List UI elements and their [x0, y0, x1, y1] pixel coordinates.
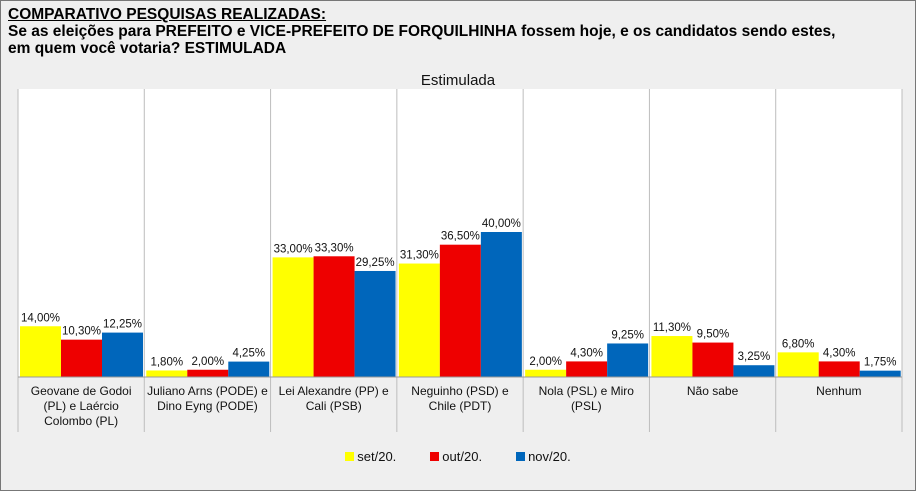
data-label: 4,30%	[823, 347, 856, 359]
legend-item-out: out/20.	[430, 449, 482, 464]
category-label: (PL) e Laércio	[43, 399, 119, 413]
category-label: Geovane de Godoi	[31, 384, 132, 398]
bar	[439, 244, 481, 377]
bar	[272, 257, 314, 377]
bar	[777, 352, 819, 377]
bar	[525, 369, 567, 377]
bar	[354, 270, 396, 377]
report-header: COMPARATIVO PESQUISAS REALIZADAS: Se as …	[8, 6, 908, 57]
category-label: Chile (PDT)	[429, 399, 492, 413]
legend-swatch-nov	[516, 452, 526, 461]
bar	[480, 232, 522, 377]
category-label: Juliano Arns (PODE) e	[147, 384, 268, 398]
bar	[146, 370, 188, 377]
bar	[313, 256, 355, 377]
data-label: 2,00%	[191, 356, 224, 368]
bar	[651, 336, 693, 377]
bar	[187, 369, 229, 377]
data-label: 36,50%	[441, 231, 480, 243]
data-label: 3,25%	[738, 351, 771, 363]
data-label: 33,00%	[274, 243, 313, 255]
chart-title: Estimulada	[420, 72, 496, 89]
data-label: 4,25%	[232, 348, 265, 360]
legend-label-set: set/20.	[357, 449, 397, 464]
legend-swatch-set	[345, 452, 355, 461]
legend-label-nov: nov/20.	[528, 449, 571, 464]
legend-label-out: out/20.	[442, 449, 483, 464]
survey-question: Se as eleições para PREFEITO e VICE-PREF…	[8, 23, 836, 57]
category-label: (PSL)	[571, 399, 602, 413]
bar	[733, 365, 775, 377]
category-label: Neguinho (PSD) e	[411, 384, 509, 398]
data-label: 40,00%	[482, 218, 521, 230]
data-label: 1,80%	[150, 356, 183, 368]
data-label: 1,75%	[864, 357, 897, 369]
data-label: 6,80%	[782, 338, 815, 350]
category-label: Lei Alexandre (PP) e	[279, 384, 389, 398]
bar	[61, 339, 102, 377]
bar	[818, 361, 860, 377]
bar	[228, 361, 270, 377]
data-label: 14,00%	[21, 312, 60, 324]
bar	[607, 343, 649, 377]
category-label: Não sabe	[687, 384, 739, 398]
data-label: 12,25%	[103, 319, 142, 331]
bar	[102, 332, 143, 377]
data-label: 10,30%	[62, 326, 101, 338]
legend-swatch-out	[430, 452, 440, 461]
data-label: 4,30%	[570, 347, 603, 359]
chart-legend: set/20. out/20. nov/20.	[0, 449, 916, 464]
bar	[398, 263, 440, 377]
category-label: Nola (PSL) e Miro	[539, 384, 635, 398]
data-label: 29,25%	[356, 257, 395, 269]
category-label: Colombo (PL)	[44, 414, 118, 428]
category-label: Cali (PSB)	[306, 399, 362, 413]
bar	[566, 361, 608, 377]
category-label: Nenhum	[816, 384, 861, 398]
data-label: 9,25%	[611, 329, 644, 341]
bar	[20, 326, 61, 377]
data-label: 33,30%	[315, 242, 354, 254]
data-label: 9,50%	[697, 329, 730, 341]
bar	[859, 370, 901, 377]
category-label: Dino Eyng (PODE)	[157, 399, 258, 413]
report-heading: COMPARATIVO PESQUISAS REALIZADAS:	[8, 6, 327, 23]
data-label: 2,00%	[529, 356, 562, 368]
data-label: 31,30%	[400, 250, 439, 262]
bar	[692, 342, 734, 377]
data-label: 11,30%	[653, 322, 691, 334]
legend-item-set: set/20.	[345, 449, 396, 464]
legend-item-nov: nov/20.	[516, 449, 571, 464]
